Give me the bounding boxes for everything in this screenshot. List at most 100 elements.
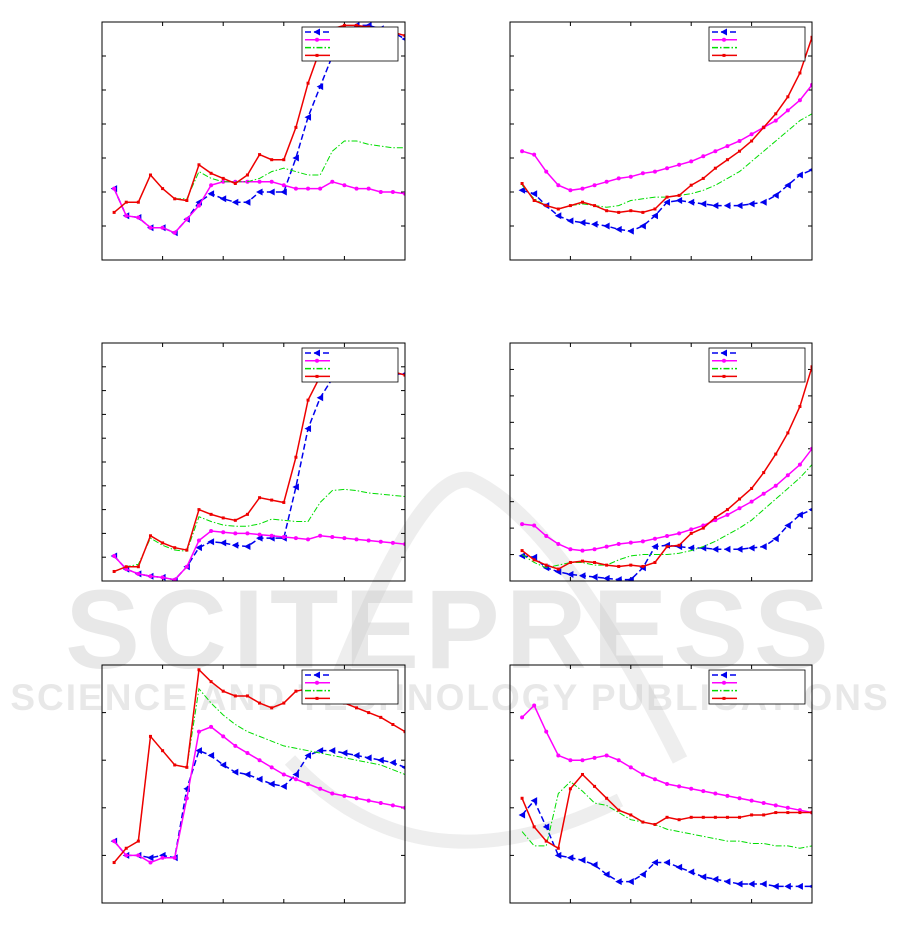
data-point: [615, 225, 622, 233]
data-point: [749, 132, 754, 137]
data-point: [280, 782, 287, 790]
data-point: [605, 209, 609, 213]
data-point: [641, 820, 645, 824]
data-point: [196, 203, 201, 208]
data-point: [268, 780, 275, 788]
legend: [708, 669, 806, 705]
data-point: [737, 506, 742, 511]
data-point: [663, 198, 671, 206]
data-point: [518, 811, 526, 819]
data-point: [808, 168, 812, 172]
data-point: [112, 554, 117, 559]
data-point: [245, 531, 250, 536]
data-point: [391, 723, 395, 726]
data-point: [243, 770, 251, 778]
data-point: [568, 787, 572, 791]
data-point: [185, 765, 189, 769]
data-point: [378, 539, 383, 544]
data-point: [720, 349, 727, 357]
data-point: [796, 882, 803, 890]
data-point: [221, 689, 225, 693]
plot-area: [110, 668, 405, 865]
data-point: [520, 522, 525, 527]
data-point: [651, 543, 658, 551]
data-point: [256, 775, 263, 783]
data-point: [270, 158, 274, 162]
watermark-swoosh: [284, 755, 624, 849]
data-point: [136, 215, 141, 220]
data-point: [762, 471, 766, 475]
data-point: [580, 772, 584, 776]
data-point: [677, 784, 682, 789]
data-point: [772, 535, 779, 543]
data-point: [256, 188, 263, 196]
data-point: [315, 358, 319, 363]
data-point: [257, 532, 262, 537]
data-point: [738, 149, 742, 153]
data-point: [592, 755, 597, 760]
data-point: [772, 882, 779, 890]
plot-frame: [101, 342, 406, 582]
data-point: [544, 534, 549, 539]
data-point: [281, 534, 286, 539]
data-point: [172, 577, 177, 581]
data-point: [723, 202, 731, 210]
data-point: [354, 796, 359, 801]
data-point: [293, 777, 298, 782]
data-point: [699, 873, 707, 881]
data-point: [221, 516, 225, 520]
data-point: [663, 859, 671, 867]
data-point: [578, 856, 586, 864]
data-point: [173, 763, 177, 767]
data-point: [243, 542, 251, 550]
data-point: [725, 512, 730, 517]
plot-area: [518, 703, 812, 890]
data-point: [687, 868, 695, 876]
data-point: [520, 796, 524, 800]
data-point: [161, 187, 165, 191]
data-point: [640, 539, 645, 544]
data-point: [390, 540, 395, 545]
data-point: [665, 534, 670, 539]
legend: [708, 347, 806, 383]
data-point: [532, 152, 537, 157]
series-line: [113, 180, 405, 234]
plot-area: [518, 365, 812, 581]
series-line: [113, 726, 405, 864]
watermark-swoosh: [322, 471, 688, 764]
data-point: [148, 173, 152, 177]
data-point: [773, 803, 778, 808]
data-point: [785, 805, 790, 810]
data-point: [760, 198, 767, 206]
data-point: [318, 186, 323, 191]
data-point: [677, 162, 682, 167]
data-point: [720, 28, 727, 36]
data-point: [640, 772, 645, 777]
data-point: [282, 158, 286, 162]
plot-area: [110, 362, 405, 581]
data-point: [209, 680, 213, 684]
data-point: [161, 541, 165, 545]
data-point: [532, 558, 536, 562]
data-point: [628, 174, 633, 179]
data-point: [172, 855, 177, 860]
data-point: [616, 758, 621, 763]
data-point: [677, 531, 682, 536]
data-point: [124, 846, 128, 850]
data-point: [306, 782, 311, 786]
data-point: [748, 200, 755, 208]
data-point: [342, 793, 347, 798]
data-point: [233, 182, 237, 185]
data-point: [554, 212, 562, 220]
data-point: [328, 747, 336, 755]
data-point: [160, 855, 165, 860]
data-point: [578, 572, 586, 580]
data-point: [736, 880, 743, 888]
data-point: [786, 811, 790, 815]
data-point: [652, 536, 657, 541]
data-point: [401, 765, 405, 770]
data-point: [677, 818, 681, 822]
data-point: [136, 571, 141, 576]
data-point: [701, 789, 706, 794]
data-point: [185, 548, 189, 552]
